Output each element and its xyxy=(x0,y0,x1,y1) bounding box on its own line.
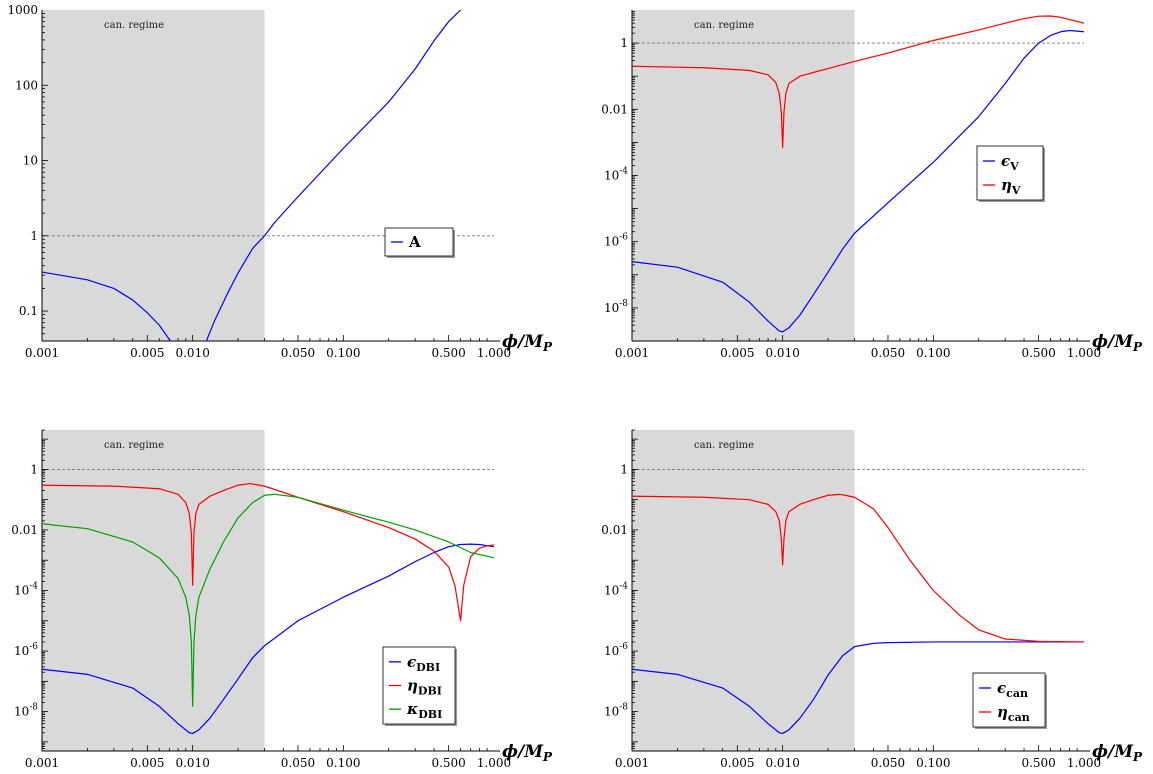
y-tick-label: 0.01 xyxy=(601,523,628,537)
x-tick-label: 0.050 xyxy=(871,346,905,360)
x-tick-label: 0.010 xyxy=(765,346,799,360)
can-regime-shading xyxy=(42,10,265,341)
legend-box xyxy=(976,145,1044,201)
x-axis-label: ϕ/MP xyxy=(1092,742,1143,764)
x-axis-label-sub: P xyxy=(542,340,553,354)
can-regime-shading xyxy=(632,10,855,341)
y-tick-label: 10-8 xyxy=(14,703,38,719)
y-tick-label: 0.01 xyxy=(601,102,628,116)
x-tick-label: 0.100 xyxy=(916,756,950,770)
y-tick-label: 1 xyxy=(30,462,38,476)
x-tick-label: 0.100 xyxy=(916,346,950,360)
y-tick-label: 0.01 xyxy=(11,523,38,537)
legend: ϵcan ηcan xyxy=(972,672,1047,729)
can-regime-label: can. regime xyxy=(104,20,164,31)
x-axis-label: ϕ/MP xyxy=(502,332,553,354)
y-tick-label: 1 xyxy=(620,36,628,50)
series-line-A xyxy=(42,10,461,341)
series-line-can xyxy=(632,493,1084,643)
x-tick-label: 0.001 xyxy=(615,346,649,360)
y-tick-label: 1000 xyxy=(7,3,38,17)
series-line-V xyxy=(632,29,1084,333)
y-tick-label: 10 xyxy=(23,154,38,168)
y-tick-label: 10-4 xyxy=(604,582,628,598)
y-tick-label: 10-4 xyxy=(14,582,38,598)
x-tick-label: 0.500 xyxy=(1021,346,1055,360)
panel-top-left: can. regime 0.001 0.005 0.010 0.050 0.100 0.50… xyxy=(7,3,553,360)
y-tick-label: 100 xyxy=(15,78,38,92)
legend-box xyxy=(972,672,1046,728)
x-tick-label: 1.000 xyxy=(1067,756,1101,770)
x-tick-label: 0.050 xyxy=(871,756,905,770)
x-tick-label: 0.050 xyxy=(281,346,315,360)
legend: A xyxy=(384,227,455,258)
x-tick-label: 0.010 xyxy=(765,756,799,770)
x-tick-label: 0.010 xyxy=(175,756,209,770)
y-tick-label: 10-6 xyxy=(14,642,38,658)
y-tick-label: 0.1 xyxy=(19,304,38,318)
y-tick-label: 10-6 xyxy=(604,233,628,249)
x-tick-label: 1.000 xyxy=(477,756,511,770)
x-tick-label: 0.001 xyxy=(615,756,649,770)
x-tick-label: 0.005 xyxy=(720,346,754,360)
y-tick-label: 1 xyxy=(620,462,628,476)
panel-bottom-right: can. regime 0.001 0.005 0.010 0.050 0.100 0.50… xyxy=(601,429,1143,770)
series-line-V xyxy=(632,15,1084,149)
legend-entry: ηcan xyxy=(997,703,1030,724)
legend-entry: ϵV xyxy=(1001,152,1019,173)
x-tick-label: 0.100 xyxy=(326,346,360,360)
x-tick-label: 0.005 xyxy=(130,756,164,770)
panel-bottom-left: can. regime 0.001 0.005 0.010 0.050 0.100 0.50… xyxy=(11,429,553,770)
legend-entry: κDBI xyxy=(406,700,442,721)
series-line-DBI xyxy=(42,543,494,735)
legend: ϵV ηV xyxy=(976,145,1045,202)
x-axis-label: ϕ/MP xyxy=(502,742,553,764)
x-axis-label-sub: P xyxy=(1132,340,1143,354)
legend-entry: ϵDBI xyxy=(407,653,440,674)
y-tick-label: 10-8 xyxy=(604,299,628,315)
y-tick-label: 10-8 xyxy=(604,703,628,719)
legend-entry: ϵcan xyxy=(997,679,1028,700)
legend-entry: A xyxy=(408,233,421,251)
x-tick-label: 1.000 xyxy=(477,346,511,360)
x-tick-label: 0.001 xyxy=(25,756,59,770)
x-tick-label: 0.001 xyxy=(25,346,59,360)
x-tick-label: 0.050 xyxy=(281,756,315,770)
x-tick-label: 0.005 xyxy=(720,756,754,770)
legend-entry: ηDBI xyxy=(407,677,442,698)
can-regime-label: can. regime xyxy=(694,440,754,451)
x-tick-label: 1.000 xyxy=(1067,346,1101,360)
x-tick-label: 0.100 xyxy=(326,756,360,770)
x-axis-label-sub: P xyxy=(1132,750,1143,764)
legend-entry: ηV xyxy=(1001,176,1021,197)
panel-top-right: can. regime 0.001 0.005 0.010 0.050 0.100 0.50… xyxy=(601,10,1143,360)
can-regime-shading xyxy=(632,430,855,751)
can-regime-shading xyxy=(42,430,265,751)
x-tick-label: 0.010 xyxy=(175,346,209,360)
x-tick-label: 0.005 xyxy=(130,346,164,360)
y-tick-label: 10-6 xyxy=(604,642,628,658)
x-tick-label: 0.500 xyxy=(1021,756,1055,770)
series-line-DBI xyxy=(42,482,494,622)
series-line-DBI xyxy=(42,493,494,707)
x-axis-label: ϕ/MP xyxy=(1092,332,1143,354)
series-line-can xyxy=(632,641,1084,735)
can-regime-label: can. regime xyxy=(104,440,164,451)
x-tick-label: 0.500 xyxy=(431,346,465,360)
y-tick-label: 1 xyxy=(30,229,38,243)
x-tick-label: 0.500 xyxy=(431,756,465,770)
x-axis-label-sub: P xyxy=(542,750,553,764)
y-tick-label: 10-4 xyxy=(604,167,628,183)
can-regime-label: can. regime xyxy=(694,20,754,31)
